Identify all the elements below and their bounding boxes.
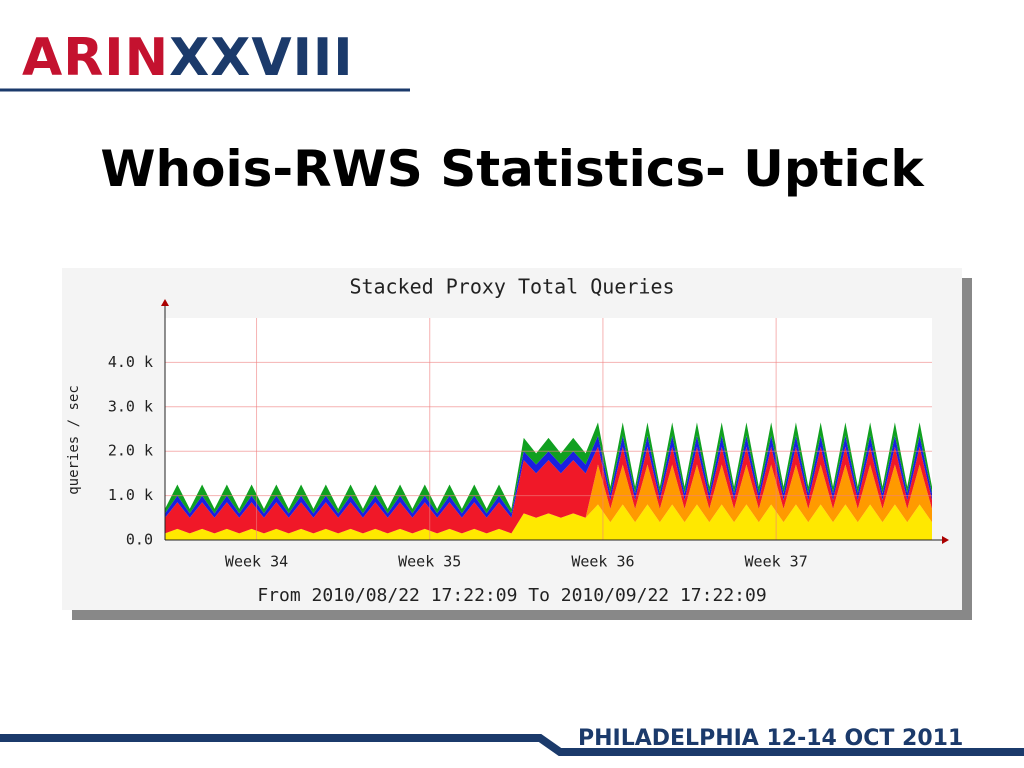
chart-footer: From 2010/08/22 17:22:09 To 2010/09/22 1… <box>257 585 766 606</box>
footer-rule <box>0 734 1024 756</box>
area <box>165 422 932 514</box>
logo-red: ARIN <box>22 28 170 88</box>
x-tick-label: Week 34 <box>225 553 288 571</box>
x-tick-label: Week 36 <box>571 553 634 571</box>
area <box>165 435 932 518</box>
logo-blue: XXVIII <box>169 28 354 88</box>
chart-title: Stacked Proxy Total Queries <box>349 275 674 299</box>
chart-panel: Stacked Proxy Total Queries queries / sec… <box>62 268 962 610</box>
x-arrow <box>942 536 949 544</box>
y-arrow <box>161 299 169 306</box>
x-tick-label: Week 35 <box>398 553 461 571</box>
y-tick-label: 0.0 <box>126 531 153 549</box>
y-tick-label: 4.0 k <box>108 353 153 371</box>
event-text: PHILADELPHIA 12-14 OCT 2011 <box>578 726 963 751</box>
slide-title: Whois-RWS Statistics- Uptick <box>100 140 924 198</box>
logo: ARINXXVIII <box>22 28 354 88</box>
area <box>165 446 932 534</box>
y-tick-label: 1.0 k <box>108 486 153 504</box>
y-tick-label: 3.0 k <box>108 397 153 415</box>
y-axis-label: queries / sec <box>66 385 82 495</box>
chart: Stacked Proxy Total Queries queries / sec… <box>66 275 949 606</box>
x-tick-label: Week 37 <box>745 553 808 571</box>
area <box>165 464 932 534</box>
y-tick-label: 2.0 k <box>108 442 153 460</box>
